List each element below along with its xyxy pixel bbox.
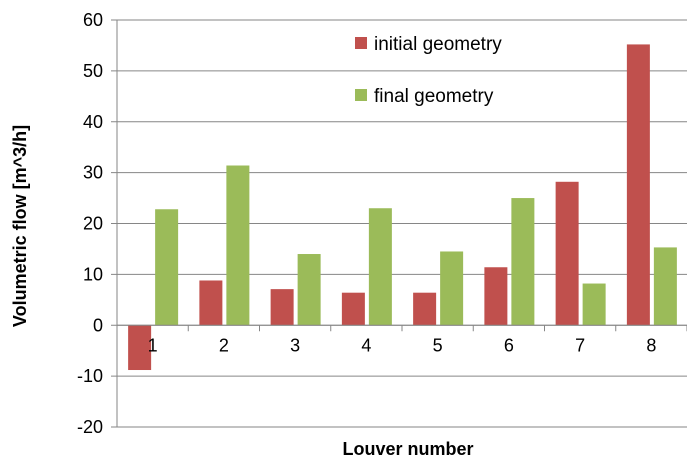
y-tick-label: 50: [83, 61, 103, 81]
legend-label: final geometry: [374, 86, 494, 107]
legend-swatch: [355, 37, 367, 49]
bar-final-geometry-6: [511, 198, 535, 326]
legend: initial geometry final geometry: [355, 34, 502, 107]
bar-initial-geometry-8: [626, 44, 650, 326]
bar-final-geometry-5: [440, 251, 464, 326]
x-tick-label: 5: [433, 335, 443, 355]
bar-final-geometry-7: [582, 283, 606, 326]
bar-final-geometry-3: [297, 254, 321, 326]
x-tick-label: 3: [290, 335, 300, 355]
bar-final-geometry-4: [368, 208, 392, 326]
bar-final-geometry-8: [653, 247, 677, 326]
bars: [128, 44, 677, 371]
bar-initial-geometry-5: [413, 292, 437, 326]
bar-initial-geometry-4: [341, 292, 365, 326]
bar-final-geometry-2: [226, 165, 250, 326]
y-axis-title: Volumetric flow [m^3/h]: [10, 125, 30, 327]
y-tick-label: 10: [83, 264, 103, 284]
legend-swatch: [355, 89, 367, 101]
bar-initial-geometry-2: [199, 280, 223, 326]
y-tick-label: 60: [83, 10, 103, 30]
y-tick-label: 40: [83, 112, 103, 132]
bar-initial-geometry-1: [128, 325, 152, 371]
x-tick-label: 6: [504, 335, 514, 355]
x-tick-label: 1: [148, 335, 158, 355]
x-tick-label: 8: [646, 335, 656, 355]
x-axis-title: Louver number: [342, 439, 473, 459]
y-tick-label: 30: [83, 163, 103, 183]
axes: [111, 19, 687, 428]
bar-initial-geometry-3: [270, 289, 294, 326]
y-tick-label: 0: [93, 315, 103, 335]
legend-label: initial geometry: [374, 34, 502, 55]
y-tick-label: -20: [77, 417, 103, 437]
bar-final-geometry-1: [155, 209, 179, 326]
tick-labels: -20 -10 0 10 20 30 40 50 60 1 2 3 4 5 6 7 8: [77, 10, 656, 437]
gridlines: [117, 19, 687, 428]
y-tick-label: 20: [83, 214, 103, 234]
bar-initial-geometry-7: [555, 181, 579, 326]
x-tick-label: 2: [219, 335, 229, 355]
y-tick-label: -10: [77, 366, 103, 386]
bar-initial-geometry-6: [484, 267, 508, 326]
x-tick-label: 4: [361, 335, 371, 355]
x-tick-label: 7: [575, 335, 585, 355]
